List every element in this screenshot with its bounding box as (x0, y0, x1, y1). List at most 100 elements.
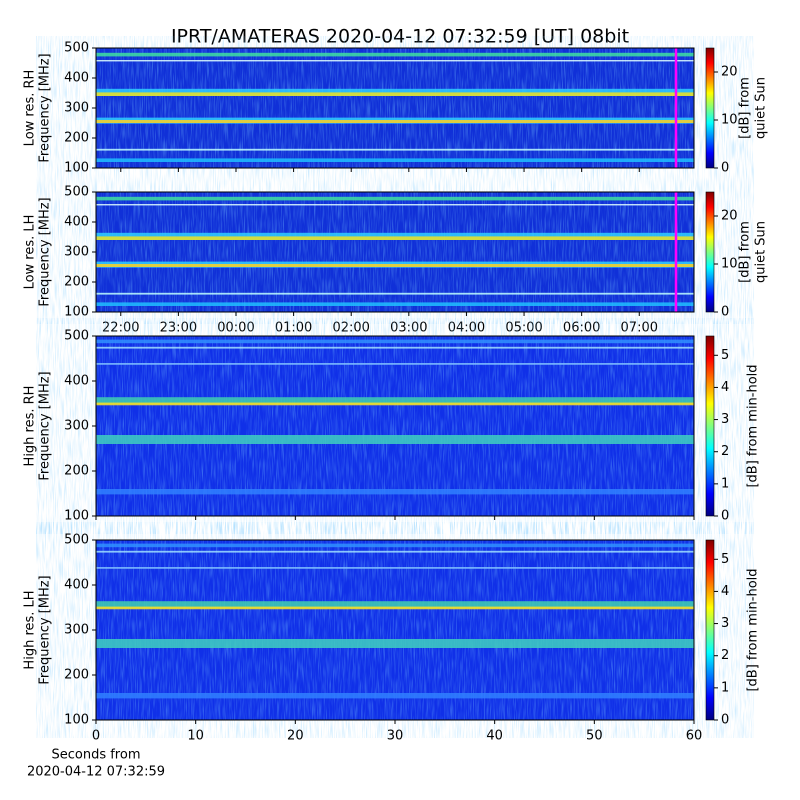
spectrogram-band (96, 489, 694, 495)
colorbar-label: [dB] from min-hold (746, 568, 761, 691)
colorbar (705, 335, 715, 517)
spectrogram-band (96, 363, 694, 365)
x-tick-label: 40 (486, 729, 503, 744)
colorbar (705, 191, 715, 313)
y-tick-label: 300 (64, 419, 89, 434)
x-tick-label: 23:00 (160, 321, 197, 336)
spectrogram-band (96, 397, 694, 405)
spectrogram-band (96, 92, 694, 96)
spectrogram-band (96, 567, 694, 569)
colorbar-label: [dB] from min-hold (746, 364, 761, 487)
colorbar-tick-label: 0 (721, 305, 729, 320)
y-tick-label: 500 (64, 533, 89, 548)
y-tick-label: 200 (64, 668, 89, 683)
y-axis-label: Frequency [MHz] (38, 371, 53, 480)
colorbar (705, 539, 715, 721)
colorbar-tick-label: 2 (721, 648, 729, 663)
y-tick-label: 500 (64, 329, 89, 344)
x-tick-label: 04:00 (448, 321, 485, 336)
spectrogram-band (96, 236, 694, 240)
colorbar-tick-label: 10 (721, 257, 738, 272)
x-tick-label: 10 (187, 729, 204, 744)
colorbar (705, 47, 715, 169)
y-tick-label: 100 (64, 509, 89, 524)
spectrogram-band (96, 693, 694, 699)
spectrogram-band (96, 543, 694, 548)
colorbar-tick-label: 1 (721, 680, 729, 695)
spectrogram-band (96, 302, 694, 306)
y-axis-label: Frequency [MHz] (38, 53, 53, 162)
x-axis-label: 2020-04-12 07:32:59 (27, 765, 165, 780)
colorbar-label: quiet Sun (754, 221, 769, 283)
x-tick-label: 60 (686, 729, 703, 744)
x-tick-label: 0 (92, 729, 100, 744)
spectrogram-band (96, 292, 694, 295)
spectrogram-band (96, 148, 694, 151)
spectrogram-band (96, 346, 694, 349)
y-tick-label: 300 (64, 623, 89, 638)
y-tick-label: 400 (64, 374, 89, 389)
y-tick-label: 400 (64, 578, 89, 593)
colorbar-tick-label: 0 (721, 713, 729, 728)
y-tick-label: 300 (64, 101, 89, 116)
colorbar-tick-label: 5 (721, 348, 729, 363)
y-tick-label: 500 (64, 41, 89, 56)
x-tick-label: 03:00 (390, 321, 427, 336)
spectrogram-band (96, 60, 694, 62)
y-tick-label: 100 (64, 161, 89, 176)
y-tick-label: 300 (64, 245, 89, 260)
spectrogram-noise (96, 48, 694, 168)
spectrogram-band (96, 158, 694, 162)
y-axis-label: Frequency [MHz] (38, 197, 53, 306)
x-tick-label: 01:00 (275, 321, 312, 336)
colorbar-tick-label: 20 (721, 65, 738, 80)
spectrogram-band (96, 402, 694, 406)
spectrogram-band (96, 120, 694, 123)
spectrogram-band (96, 196, 694, 201)
y-tick-label: 100 (64, 713, 89, 728)
spectrogram-noise (96, 192, 694, 312)
y-axis-label: Frequency [MHz] (38, 575, 53, 684)
y-axis-label: High res. RH (23, 386, 38, 467)
x-tick-label: 06:00 (563, 321, 600, 336)
x-tick-label: 30 (387, 729, 404, 744)
y-axis-label: High res. LH (23, 590, 38, 669)
spectrogram-band (96, 550, 694, 553)
x-tick-label: 00:00 (217, 321, 254, 336)
x-tick-label: 07:00 (621, 321, 658, 336)
colorbar-tick-label: 0 (721, 509, 729, 524)
colorbar-tick-label: 4 (721, 380, 729, 395)
spectrogram-band (96, 601, 694, 609)
colorbar-tick-label: 3 (721, 412, 729, 427)
spectrogram-band (96, 52, 694, 57)
x-tick-label: 02:00 (332, 321, 369, 336)
colorbar-tick-label: 2 (721, 444, 729, 459)
colorbar-label: quiet Sun (754, 77, 769, 139)
y-tick-label: 500 (64, 185, 89, 200)
spectrogram-band (96, 435, 694, 444)
y-axis-label: Low res. LH (23, 215, 38, 290)
colorbar-tick-label: 5 (721, 552, 729, 567)
colorbar-tick-label: 4 (721, 584, 729, 599)
spectrogram-band (96, 264, 694, 267)
colorbar-tick-label: 20 (721, 209, 738, 224)
spectrogram-noise (96, 540, 694, 720)
x-axis-label: Seconds from (51, 748, 140, 763)
y-tick-label: 200 (64, 131, 89, 146)
colorbar-label: [dB] from (738, 77, 753, 139)
colorbar-label: [dB] from (738, 221, 753, 283)
y-tick-label: 100 (64, 305, 89, 320)
x-tick-label: 20 (287, 729, 304, 744)
figure-title: IPRT/AMATERAS 2020-04-12 07:32:59 [UT] 0… (171, 26, 629, 48)
spectrogram-band (96, 339, 694, 344)
x-tick-label: 50 (586, 729, 603, 744)
y-tick-label: 200 (64, 275, 89, 290)
y-tick-label: 200 (64, 464, 89, 479)
colorbar-tick-label: 10 (721, 113, 738, 128)
x-tick-label: 22:00 (102, 321, 139, 336)
spectrogram-noise (96, 336, 694, 516)
spectrogram-band (96, 204, 694, 206)
y-axis-label: Low res. RH (23, 70, 38, 147)
spectrogram-band (96, 639, 694, 648)
